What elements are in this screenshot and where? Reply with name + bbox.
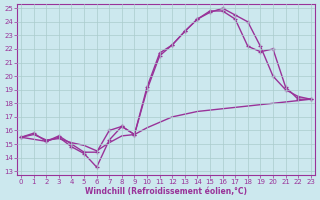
X-axis label: Windchill (Refroidissement éolien,°C): Windchill (Refroidissement éolien,°C) (85, 187, 247, 196)
